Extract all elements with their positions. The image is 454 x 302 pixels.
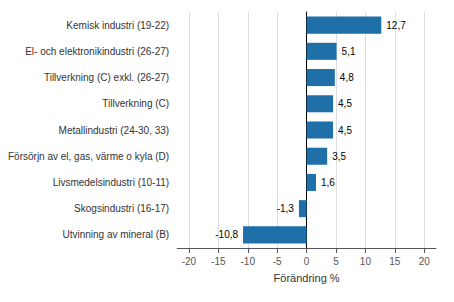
svg-text:5: 5 (333, 256, 339, 267)
svg-text:Livsmedelsindustri (10-11): Livsmedelsindustri (10-11) (53, 177, 170, 188)
svg-text:-10: -10 (241, 256, 256, 267)
svg-text:-15: -15 (211, 256, 226, 267)
svg-text:20: 20 (419, 256, 431, 267)
svg-text:12,7: 12,7 (386, 20, 406, 31)
svg-text:Utvinning av mineral (B): Utvinning av mineral (B) (62, 229, 169, 240)
svg-text:0: 0 (304, 256, 310, 267)
svg-text:Metallindustri (24-30, 33): Metallindustri (24-30, 33) (59, 125, 170, 136)
svg-text:1,6: 1,6 (321, 177, 335, 188)
svg-text:15: 15 (389, 256, 401, 267)
svg-text:5,1: 5,1 (342, 46, 356, 57)
svg-text:Skogsindustri (16-17): Skogsindustri (16-17) (74, 203, 169, 214)
svg-text:El- och elektronikindustri (26: El- och elektronikindustri (26-27) (25, 46, 169, 57)
svg-text:-10,8: -10,8 (215, 229, 238, 240)
svg-text:-20: -20 (182, 256, 197, 267)
svg-text:-5: -5 (273, 256, 282, 267)
svg-text:4,5: 4,5 (338, 125, 352, 136)
svg-text:4,8: 4,8 (340, 72, 354, 83)
svg-text:Tillverkning (C) exkl. (26-27): Tillverkning (C) exkl. (26-27) (44, 72, 169, 83)
svg-text:Tillverkning (C): Tillverkning (C) (102, 98, 169, 109)
svg-text:Försörjn av el, gas, värme o k: Försörjn av el, gas, värme o kyla (D) (8, 151, 169, 162)
svg-text:Kemisk industri (19-22): Kemisk industri (19-22) (66, 20, 169, 31)
svg-text:-1,3: -1,3 (277, 203, 295, 214)
svg-text:Förändring %: Förändring % (274, 272, 340, 284)
svg-text:3,5: 3,5 (332, 151, 346, 162)
svg-text:4,5: 4,5 (338, 98, 352, 109)
svg-text:10: 10 (360, 256, 372, 267)
